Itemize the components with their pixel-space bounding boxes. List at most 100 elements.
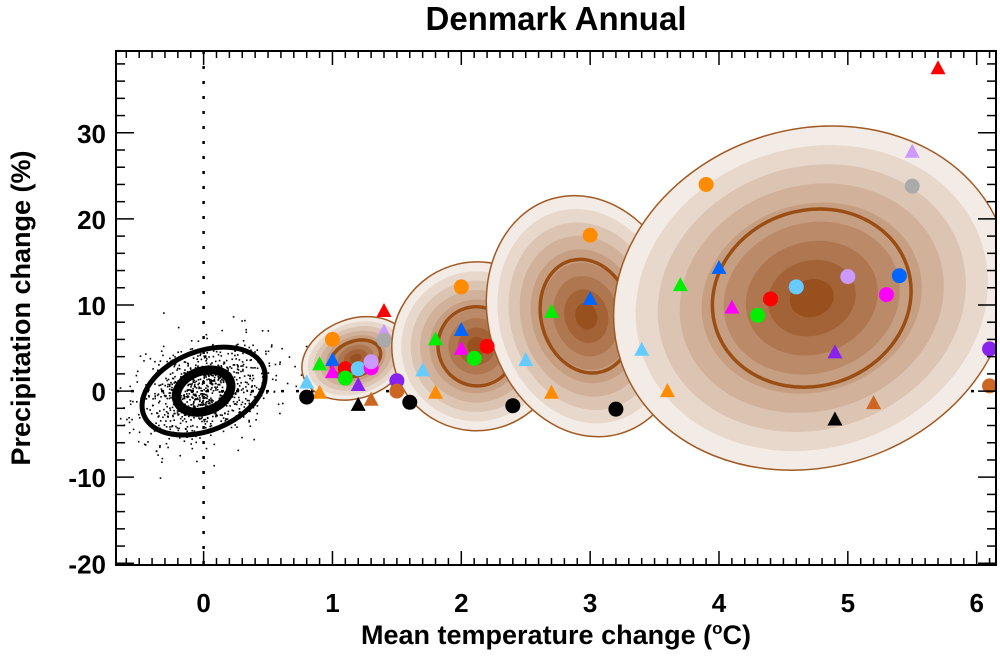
variability-point: [267, 372, 270, 374]
variability-point: [261, 376, 264, 378]
data-point-circle: [582, 227, 598, 243]
data-point-circle: [363, 354, 379, 370]
y-tick-label: 0: [92, 377, 106, 407]
variability-point: [188, 393, 191, 395]
variability-point: [205, 394, 208, 396]
data-point-triangle: [724, 299, 740, 314]
variability-point: [191, 348, 194, 350]
variability-point: [162, 392, 165, 394]
distributions: [301, 125, 996, 471]
variability-point: [201, 383, 204, 385]
variability-point: [167, 416, 169, 418]
variability-point: [143, 443, 146, 446]
variability-point: [194, 366, 197, 369]
variability-point: [211, 362, 213, 364]
variability-point: [157, 369, 159, 372]
variability-point: [245, 366, 248, 369]
variability-point: [162, 345, 165, 348]
variability-point: [138, 431, 141, 434]
variability-point: [205, 333, 208, 336]
variability-point: [203, 419, 205, 421]
variability-point: [250, 349, 252, 351]
variability-point: [215, 414, 217, 417]
variability-point: [204, 356, 207, 358]
variability-point: [215, 415, 217, 418]
variability-point: [279, 363, 281, 365]
variability-point: [190, 340, 193, 342]
variability-point: [166, 405, 168, 408]
variability-point: [244, 381, 247, 383]
variability-point: [209, 379, 211, 382]
variability-point: [158, 364, 160, 366]
data-point-triangle: [659, 383, 675, 398]
x-tick-label: 5: [841, 588, 855, 618]
variability-point: [178, 427, 180, 430]
data-point-circle: [350, 361, 366, 377]
variability-point: [196, 426, 198, 428]
variability-point: [236, 426, 238, 428]
variability-point: [244, 403, 247, 405]
natural-variability: [116, 312, 337, 479]
variability-point: [194, 384, 196, 386]
variability-point: [218, 365, 220, 368]
variability-point: [135, 374, 138, 377]
variability-point: [212, 375, 214, 377]
variability-point: [160, 350, 163, 352]
variability-point: [204, 418, 207, 421]
variability-inner-ellipse: [171, 365, 236, 417]
markers: [299, 60, 996, 426]
data-point-triangle: [904, 143, 920, 158]
variability-point: [250, 366, 252, 369]
variability-point: [235, 393, 237, 395]
variability-point: [199, 397, 201, 399]
variability-point: [183, 396, 186, 398]
variability-point: [202, 381, 204, 383]
variability-point: [220, 420, 222, 422]
variability-point: [182, 397, 185, 400]
variability-point: [191, 438, 193, 440]
variability-point: [171, 372, 174, 374]
variability-point: [209, 382, 211, 385]
x-axis-label-degree: o: [712, 619, 722, 638]
variability-point: [204, 374, 207, 377]
variability-point: [158, 401, 160, 404]
variability-point: [224, 412, 226, 414]
data-point-circle: [324, 331, 340, 347]
variability-point: [184, 372, 186, 374]
variability-point: [214, 374, 217, 377]
variability-point: [251, 385, 253, 387]
variability-point: [242, 387, 244, 390]
variability-point: [233, 376, 236, 378]
variability-point: [225, 405, 228, 407]
variability-point: [169, 420, 172, 422]
variability-point: [180, 394, 183, 397]
variability-point: [199, 354, 201, 357]
variability-point: [286, 382, 289, 385]
variability-point: [184, 414, 187, 416]
variability-point: [184, 428, 187, 430]
variability-point: [221, 391, 223, 393]
distribution-period-4: [612, 125, 996, 471]
data-point-circle: [763, 291, 779, 307]
variability-point: [240, 365, 242, 367]
data-point-triangle: [350, 377, 366, 392]
variability-outer-ellipse: [139, 344, 268, 438]
variability-point: [267, 350, 270, 353]
variability-point: [258, 388, 260, 390]
variability-point: [190, 404, 192, 406]
data-point-triangle: [312, 384, 328, 399]
variability-point: [152, 368, 154, 370]
variability-point: [168, 385, 171, 388]
variability-point: [237, 388, 240, 391]
variability-point: [251, 379, 253, 382]
variability-point: [242, 368, 244, 371]
variability-point: [220, 366, 223, 368]
variability-point: [167, 412, 169, 415]
variability-point: [183, 372, 185, 374]
variability-point: [184, 403, 186, 406]
data-point-triangle: [543, 384, 559, 399]
variability-point: [238, 399, 241, 401]
variability-point: [214, 386, 216, 388]
variability-point: [190, 390, 193, 392]
variability-point: [161, 457, 164, 460]
